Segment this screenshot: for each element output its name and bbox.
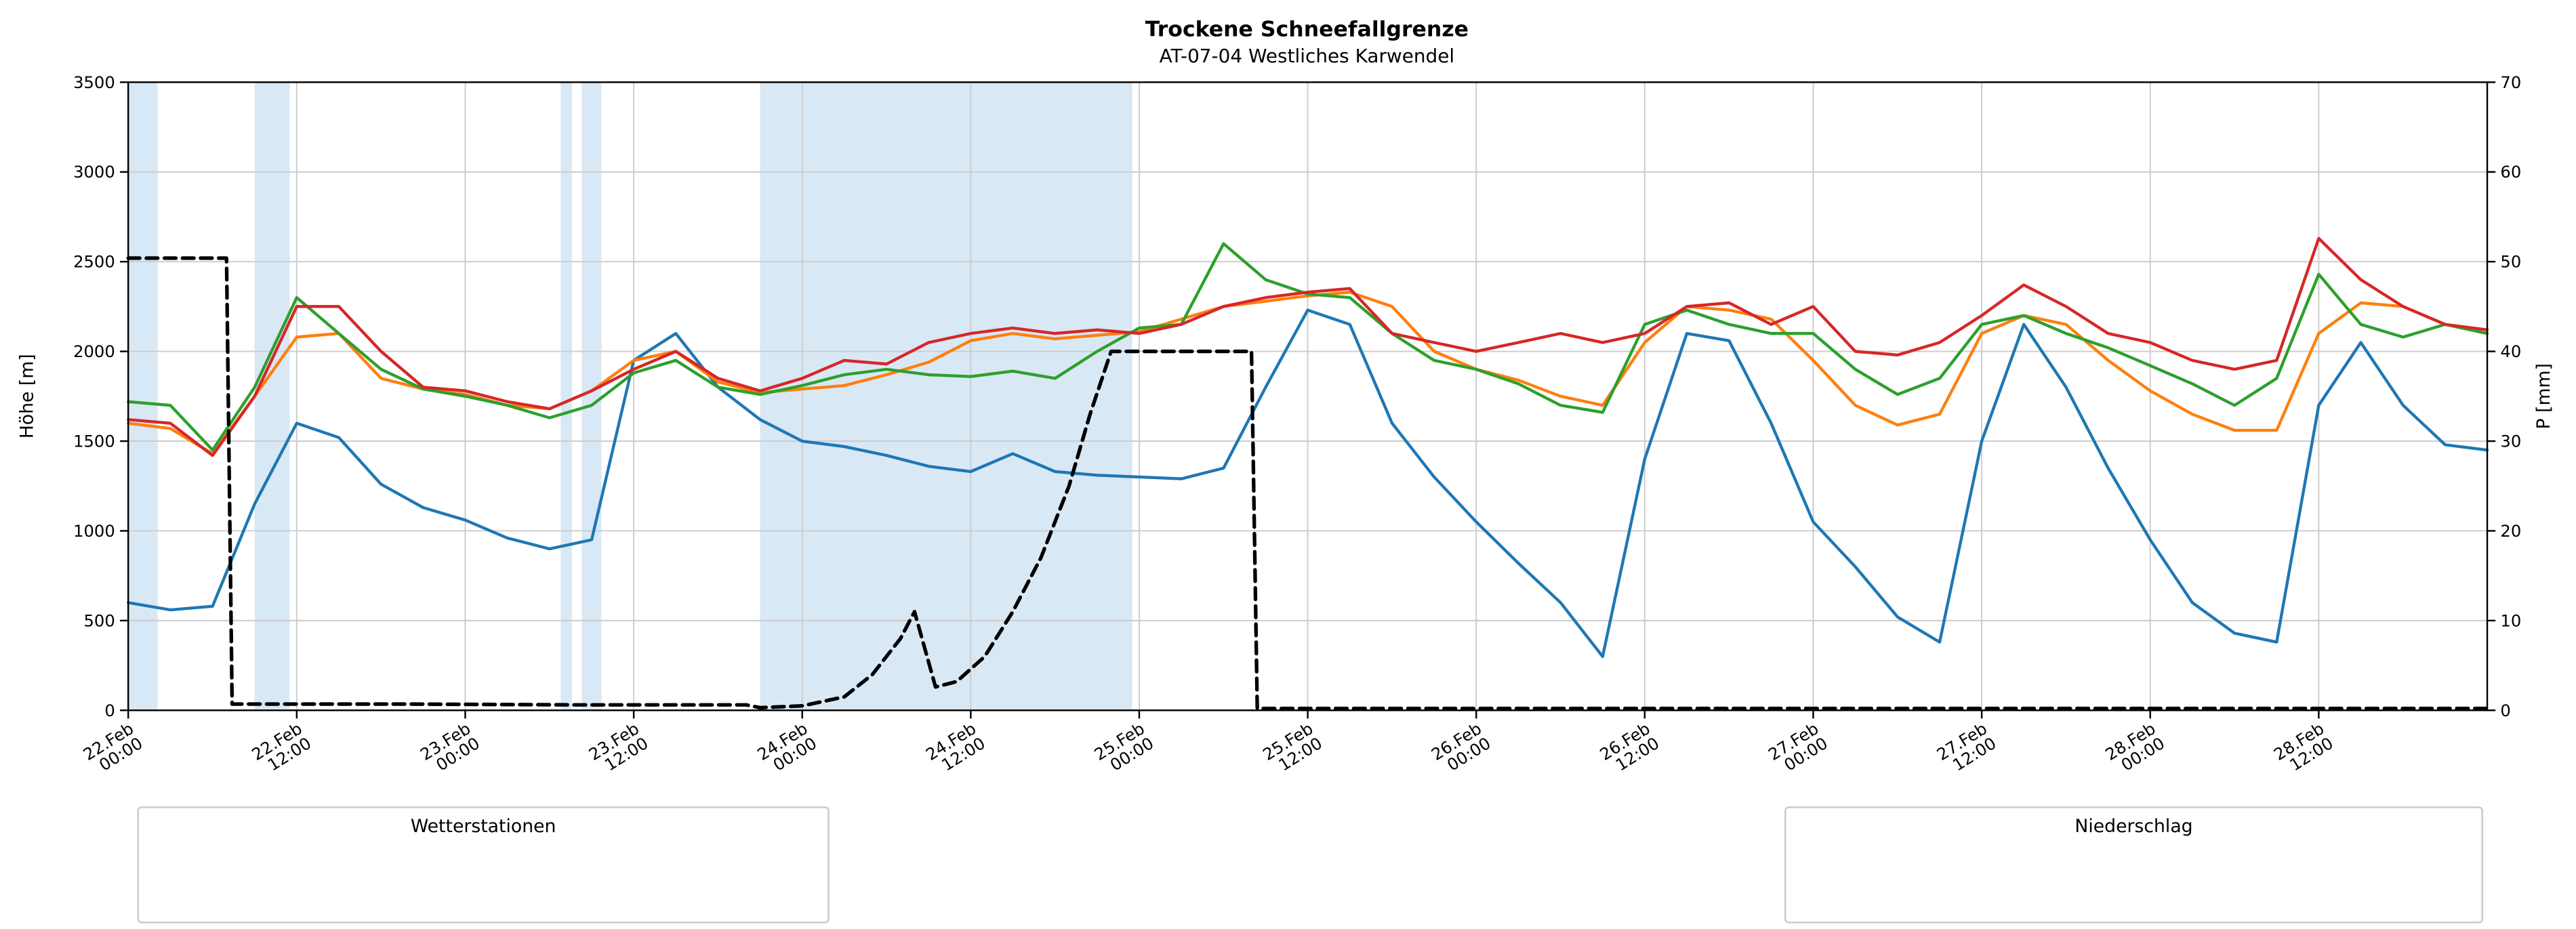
y-left-tick-label: 1000 [73, 521, 115, 541]
y-right-tick-label: 60 [2500, 162, 2521, 182]
y-right-tick-label: 10 [2500, 611, 2521, 630]
y-right-axis-label: P [mm] [2533, 363, 2554, 429]
precip-band [760, 82, 1132, 711]
precip-band [254, 82, 290, 711]
y-right-tick-label: 30 [2500, 431, 2521, 451]
x-tick-label: 25.Feb00:00 [1090, 718, 1157, 779]
series-line-1 [127, 291, 2489, 455]
precip-legend-title: Niederschlag [2074, 816, 2192, 837]
precip-band [128, 82, 158, 711]
series-line-dashed [126, 256, 2489, 711]
stations-legend-title: Wetterstationen [411, 816, 556, 837]
x-tick-label: 27.Feb00:00 [1765, 718, 1831, 779]
y-right-tick-label: 50 [2500, 252, 2521, 272]
series-line-0 [127, 308, 2489, 659]
y-left-tick-label: 3500 [73, 73, 115, 92]
x-tick-label: 25.Feb12:00 [1259, 718, 1326, 779]
x-tick-label: 26.Feb00:00 [1428, 718, 1494, 779]
y-right-tick-label: 70 [2500, 73, 2521, 92]
x-tick-label: 24.Feb12:00 [922, 718, 989, 779]
chart-subtitle: AT-07-04 Westliches Karwendel [1160, 45, 1455, 67]
x-tick-label: 22.Feb12:00 [248, 718, 314, 779]
y-right-tick-label: 0 [2500, 701, 2510, 720]
chart-title: Trockene Schneefallgrenze [1145, 17, 1469, 41]
stations-legend-box [137, 806, 830, 924]
precip-band [581, 82, 602, 711]
precip-band [560, 82, 572, 711]
y-right-tick-label: 40 [2500, 342, 2521, 361]
precip-bands-layer [128, 82, 1132, 711]
y-left-axis-label: Höhe [m] [17, 354, 38, 438]
y-left-tick-label: 500 [84, 611, 115, 630]
x-tick-label: 28.Feb00:00 [2102, 718, 2168, 779]
y-right-tick-label: 20 [2500, 521, 2521, 541]
chart-render-root: 22.Feb00:00 22.Feb12:00 23.Feb00:00 23.Feb1… [73, 73, 2521, 909]
x-tick-label: 28.Feb12:00 [2270, 718, 2337, 779]
x-tick-label: 23.Feb00:00 [417, 718, 483, 779]
x-tick-label: 26.Feb12:00 [1596, 718, 1662, 779]
x-tick-label: 27.Feb12:00 [1934, 718, 2000, 779]
axes-layer: 22.Feb00:00 22.Feb12:00 23.Feb00:00 23.Feb1… [73, 73, 2521, 779]
series-line-3 [127, 236, 2489, 457]
x-tick-label: 24.Feb00:00 [754, 718, 820, 779]
y-left-tick-label: 2500 [73, 252, 115, 272]
series-line-2 [127, 242, 2489, 452]
y-left-tick-label: 2000 [73, 342, 115, 361]
precip-legend-box [1784, 806, 2483, 924]
x-tick-label: 23.Feb12:00 [586, 718, 652, 779]
x-tick-label: 22.Feb00:00 [80, 718, 146, 779]
y-left-tick-label: 1500 [73, 431, 115, 451]
y-left-tick-label: 0 [104, 701, 115, 720]
y-left-tick-label: 3000 [73, 162, 115, 182]
series-layer [126, 236, 2489, 711]
